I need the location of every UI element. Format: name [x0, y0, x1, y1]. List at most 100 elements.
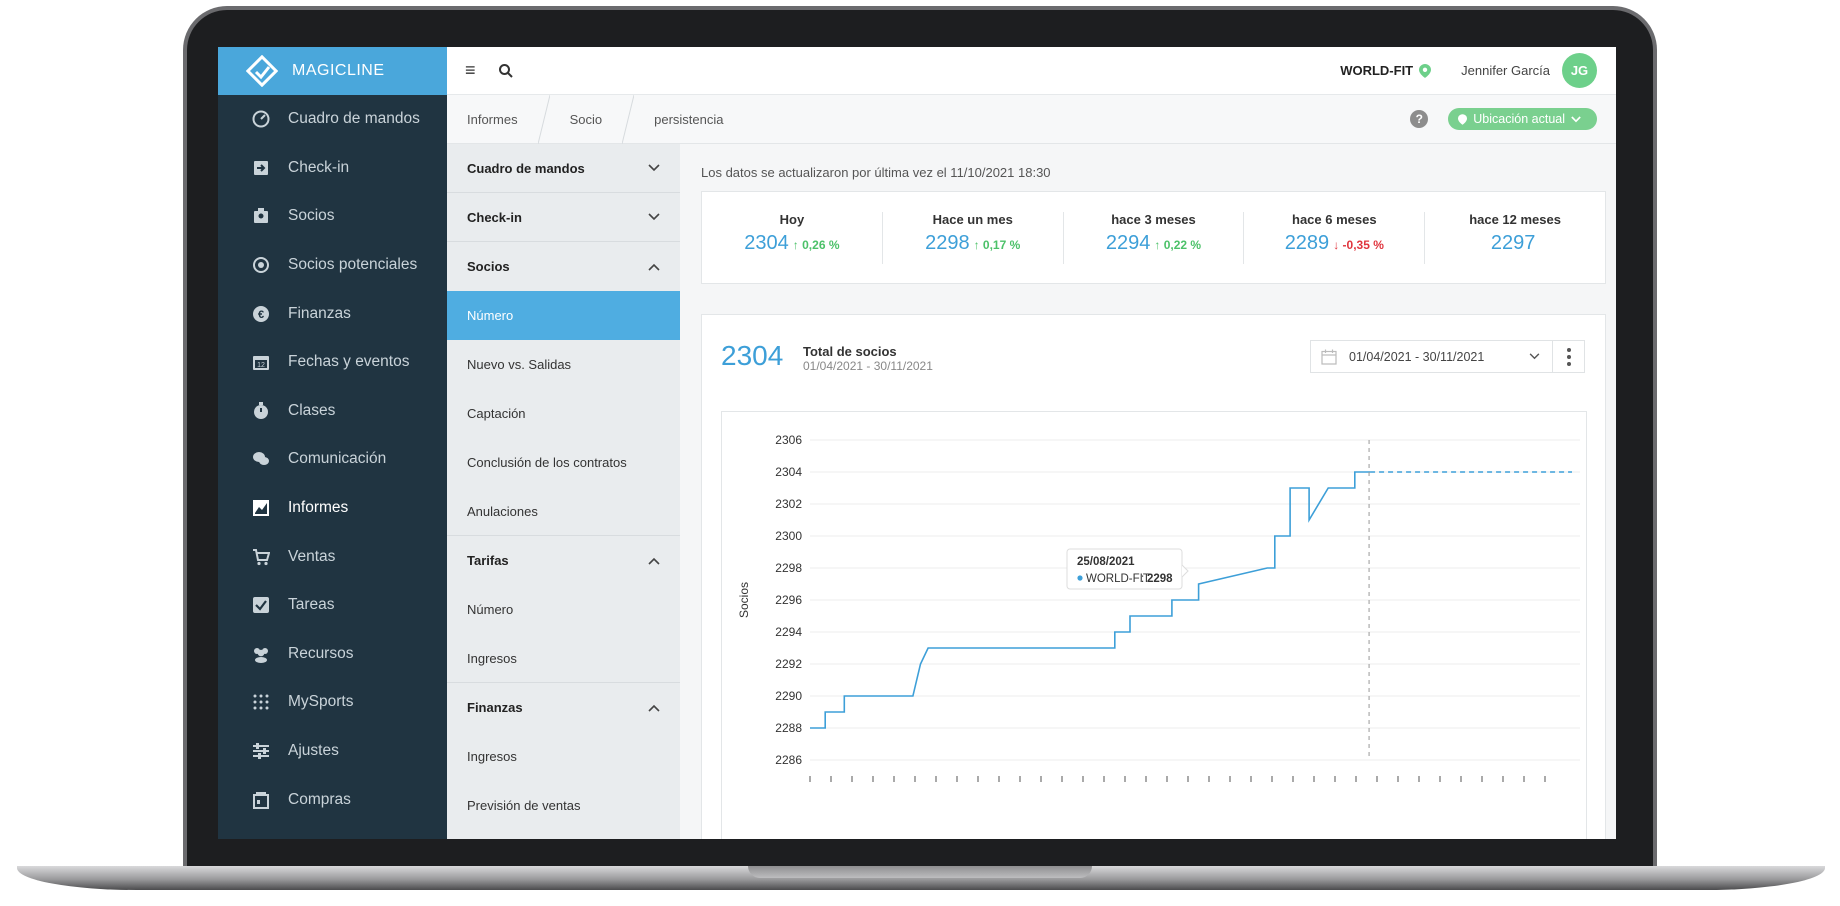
y-tick-label: 2286	[775, 753, 802, 767]
sidebar-item-comunicación[interactable]: Comunicación	[218, 435, 447, 484]
y-tick-label: 2292	[775, 657, 802, 671]
breadcrumb-item-informes[interactable]: Informes	[467, 111, 518, 127]
sidebar: MAGICLINE Cuadro de mandos Check-in Socios…	[218, 47, 447, 839]
kpi-delta: ↑ 0,22 %	[1154, 237, 1202, 252]
y-tick-label: 2298	[775, 561, 802, 575]
submenu-item-nuevo-vs-salidas[interactable]: Nuevo vs. Salidas	[467, 357, 572, 372]
sidebar-item-label: Socios potenciales	[288, 256, 418, 274]
kpi-delta: ↓ -0,35 %	[1333, 237, 1384, 252]
kpi-value: 2304	[744, 231, 789, 254]
y-tick-label: 2306	[775, 433, 802, 447]
sidebar-item-label: Fechas y eventos	[288, 353, 410, 371]
sidebar-item-label: Cuadro de mandos	[288, 110, 420, 128]
sidebar-item-label: Recursos	[288, 644, 354, 662]
sidebar-item-ajustes[interactable]: Ajustes	[218, 727, 447, 776]
submenu-section-label: Cuadro de mandos	[467, 160, 585, 176]
chevron-down-icon	[1571, 115, 1581, 122]
breadcrumb-separator	[537, 94, 550, 144]
total-members-range: 01/04/2021 - 30/11/2021	[803, 359, 933, 373]
kpi-value: 2289	[1284, 231, 1330, 254]
submenu-section-finanzas[interactable]: Finanzas	[447, 683, 680, 732]
avatar[interactable]: JG	[1562, 53, 1597, 88]
user-name[interactable]: Jennifer García	[1461, 63, 1550, 78]
submenu-item-numero[interactable]: Número	[447, 291, 680, 340]
submenu-item-finanzas-ingresos[interactable]: Ingresos	[467, 749, 517, 764]
submenu-item-tarifas-ingresos[interactable]: Ingresos	[447, 634, 680, 683]
svg-text:€: €	[258, 309, 264, 321]
sidebar-item-cuadro-de-mandos[interactable]: Cuadro de mandos	[218, 95, 447, 144]
more-options-icon[interactable]	[1552, 340, 1585, 373]
sidebar-item-fechas-y-eventos[interactable]: 12 Fechas y eventos	[218, 338, 447, 387]
sidebar-item-socios[interactable]: Socios	[218, 192, 447, 241]
kpi-value: 2297	[1490, 231, 1536, 254]
kpi-value: 2294	[1105, 231, 1151, 254]
top-bar: ≡ WORLD-FIT Jennifer García JG	[447, 47, 1616, 95]
total-members-label: Total de socios	[803, 344, 897, 359]
date-range-value: 01/04/2021 - 30/11/2021	[1349, 349, 1485, 364]
euro-icon: €	[253, 305, 269, 322]
studio-selector[interactable]: WORLD-FIT	[1340, 63, 1432, 78]
submenu-section-label: Check-in	[467, 209, 522, 225]
kpi-label: hace 6 meses	[1292, 211, 1377, 227]
submenu-section-tarifas[interactable]: Tarifas	[447, 536, 680, 585]
breadcrumb-item-socio[interactable]: Socio	[569, 111, 603, 127]
chevron-up-icon	[648, 263, 660, 271]
submenu-section-label: Finanzas	[467, 700, 523, 715]
y-tick-label: 2294	[775, 625, 802, 639]
submenu-item-captacion[interactable]: Captación	[467, 406, 526, 421]
last-updated-text: Los datos se actualizaron por última vez…	[701, 165, 1051, 180]
sidebar-item-label: Socios	[288, 207, 335, 225]
breadcrumb-separator	[622, 94, 635, 144]
svg-text:12: 12	[257, 362, 265, 369]
kpi-label: Hace un mes	[932, 211, 1013, 227]
shop-icon	[253, 791, 269, 809]
brand-header[interactable]: MAGICLINE	[218, 47, 447, 95]
sidebar-item-informes[interactable]: Informes	[218, 484, 447, 533]
sliders-icon	[253, 743, 269, 760]
kpi-value: 2298	[925, 231, 970, 254]
calendar-icon	[1321, 349, 1337, 365]
dots-grid-icon	[253, 694, 269, 710]
studio-name: WORLD-FIT	[1340, 63, 1414, 78]
chevron-up-icon	[648, 557, 660, 565]
sidebar-item-finanzas[interactable]: € Finanzas	[218, 289, 447, 338]
location-button[interactable]: Ubicación actual	[1448, 108, 1597, 130]
series-line-world-fit	[810, 471, 1371, 729]
sidebar-item-tareas[interactable]: Tareas	[218, 581, 447, 630]
kpi-item: Hoy 2304 ↑ 0,26 %	[702, 211, 883, 264]
sidebar-item-socios-potenciales[interactable]: Socios potenciales	[218, 241, 447, 290]
kpi-delta: ↑ 0,26 %	[792, 237, 840, 252]
breadcrumb-item-persistencia: persistencia	[654, 111, 724, 127]
help-icon[interactable]: ?	[1410, 110, 1429, 128]
submenu-item-prevision-ventas[interactable]: Previsión de ventas	[467, 798, 581, 813]
y-tick-label: 2296	[775, 593, 802, 607]
search-icon[interactable]	[498, 63, 514, 79]
sidebar-item-ventas[interactable]: Ventas	[218, 532, 447, 581]
checkbox-icon	[253, 597, 269, 614]
y-tick-label: 2304	[775, 465, 802, 479]
sidebar-item-check-in[interactable]: Check-in	[218, 144, 447, 193]
submenu-section-socios[interactable]: Socios	[447, 242, 680, 291]
total-members-card: 2304 Total de socios 01/04/2021 - 30/11/…	[701, 314, 1606, 839]
main-content: Los datos se actualizaron por última vez…	[680, 144, 1616, 839]
sidebar-item-mysports[interactable]: MySports	[218, 678, 447, 727]
submenu-item-anulaciones[interactable]: Anulaciones	[447, 487, 680, 536]
date-range-picker[interactable]: 01/04/2021 - 30/11/2021	[1310, 340, 1553, 373]
sidebar-item-recursos[interactable]: Recursos	[218, 630, 447, 679]
total-members-value: 2304	[721, 340, 784, 371]
sidebar-item-compras[interactable]: Compras	[218, 775, 447, 824]
sidebar-item-clases[interactable]: Clases	[218, 387, 447, 436]
submenu-item-conclusion-contratos[interactable]: Conclusión de los contratos	[467, 455, 627, 470]
sidebar-item-label: Compras	[288, 790, 351, 808]
members-icon	[254, 208, 268, 224]
submenu-section-dashboard[interactable]: Cuadro de mandos	[447, 144, 680, 193]
dashboard-icon	[252, 110, 270, 128]
sidebar-item-label: Tareas	[288, 596, 335, 614]
kpi-item: hace 3 meses 2294 ↑ 0,22 %	[1064, 211, 1245, 264]
location-button-label: Ubicación actual	[1473, 112, 1565, 126]
submenu-section-checkin[interactable]: Check-in	[447, 193, 680, 242]
tooltip-separator: :	[1141, 573, 1144, 585]
submenu-item-tarifas-numero[interactable]: Número	[467, 602, 514, 617]
menu-toggle-icon[interactable]: ≡	[465, 60, 476, 80]
tooltip-value: 2298	[1147, 573, 1173, 585]
